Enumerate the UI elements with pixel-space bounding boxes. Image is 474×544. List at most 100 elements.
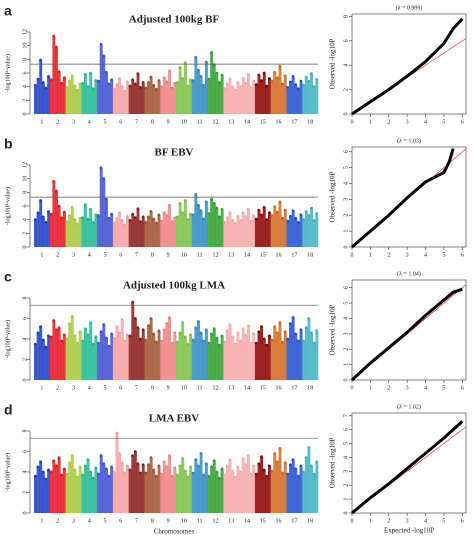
chromosome-label: 11	[197, 385, 203, 391]
snp-point	[73, 218, 77, 222]
snp-point	[181, 211, 184, 215]
chromosome-label: 12	[212, 119, 218, 125]
snp-column	[304, 77, 308, 114]
snp-column	[173, 332, 177, 380]
snp-point	[131, 212, 135, 216]
snp-point	[310, 72, 313, 76]
x-tick-label: 6	[461, 385, 464, 391]
snp-point	[212, 459, 216, 463]
snp-point	[39, 199, 42, 202]
snp-point	[86, 333, 90, 337]
y-tick-label: 2	[22, 358, 28, 361]
snp-column	[273, 453, 277, 513]
y-tick-label: 8	[22, 430, 28, 433]
snp-point	[41, 215, 45, 219]
snp-column	[70, 75, 74, 114]
snp-point	[257, 330, 261, 334]
x-tick-label: 0	[351, 385, 354, 391]
snp-point	[181, 77, 184, 80]
snp-column	[194, 57, 198, 114]
snp-point	[133, 82, 137, 86]
snp-point	[83, 72, 87, 76]
snp-column	[181, 212, 185, 247]
chromosome-label: 7	[135, 385, 138, 391]
snp-column	[294, 218, 298, 247]
snp-column	[228, 324, 232, 380]
x-tick-label: 4	[424, 252, 427, 258]
snp-point	[107, 344, 111, 348]
x-tick-label: 4	[424, 518, 427, 524]
snp-point	[33, 218, 37, 222]
y-tick-label: 8	[22, 191, 28, 194]
snp-column	[257, 331, 261, 380]
snp-column	[286, 474, 290, 513]
snp-point	[112, 88, 116, 91]
x-tick-label: 3	[406, 518, 409, 524]
snp-column	[302, 472, 306, 513]
snp-point	[62, 210, 66, 214]
snp-column	[139, 87, 143, 114]
snp-column	[191, 214, 195, 247]
snp-column	[110, 466, 114, 513]
chromosome-label: 7	[135, 119, 138, 125]
snp-column	[57, 457, 61, 513]
snp-point	[97, 341, 100, 345]
x-tick-label: 6	[461, 252, 464, 258]
snp-point	[228, 77, 232, 81]
snp-column	[157, 214, 161, 247]
snp-point	[41, 338, 45, 342]
snp-column	[141, 216, 145, 247]
snp-point	[225, 216, 229, 220]
x-tick-label: 6	[461, 119, 464, 125]
snp-column	[68, 323, 72, 380]
snp-column	[157, 80, 161, 114]
snp-point	[246, 208, 250, 211]
snp-point	[165, 214, 169, 217]
snp-column	[52, 460, 56, 513]
snp-point	[65, 337, 69, 341]
snp-point	[183, 61, 187, 65]
snp-column	[76, 90, 80, 114]
snp-point	[160, 85, 163, 89]
snp-column	[97, 81, 101, 114]
snp-column	[207, 476, 211, 513]
snp-column	[76, 223, 80, 247]
snp-column	[233, 344, 237, 380]
x-tick-label: 2	[387, 385, 390, 391]
snp-point	[228, 323, 232, 327]
snp-column	[176, 475, 179, 513]
snp-column	[252, 333, 256, 380]
snp-column	[265, 476, 269, 513]
chromosome-label: 6	[119, 385, 122, 391]
snp-point	[270, 469, 274, 473]
snp-point	[41, 470, 45, 474]
snp-column	[299, 329, 303, 380]
snp-column	[278, 322, 282, 380]
snp-point	[175, 340, 179, 344]
snp-point	[131, 78, 135, 82]
snp-point	[262, 337, 266, 341]
chromosome-label: 6	[119, 518, 122, 524]
snp-column	[218, 478, 222, 513]
snp-point	[307, 317, 311, 320]
snp-column	[144, 222, 148, 247]
snp-point	[94, 213, 98, 217]
snp-column	[215, 73, 219, 114]
snp-column	[141, 329, 145, 380]
snp-column	[52, 181, 56, 247]
snp-column	[247, 325, 250, 380]
snp-point	[302, 83, 305, 87]
snp-point	[133, 317, 137, 320]
snp-point	[102, 323, 106, 327]
snp-point	[236, 214, 240, 218]
snp-point	[307, 446, 311, 449]
snp-point	[186, 218, 190, 222]
snp-point	[223, 221, 227, 224]
snp-point	[118, 211, 121, 215]
snp-column	[55, 47, 58, 114]
snp-column	[310, 208, 314, 247]
y-axis-label: Observed -log10P	[329, 39, 337, 90]
snp-column	[296, 222, 300, 247]
chromosome-label: 3	[72, 385, 75, 391]
chromosome-label: 7	[135, 518, 138, 524]
